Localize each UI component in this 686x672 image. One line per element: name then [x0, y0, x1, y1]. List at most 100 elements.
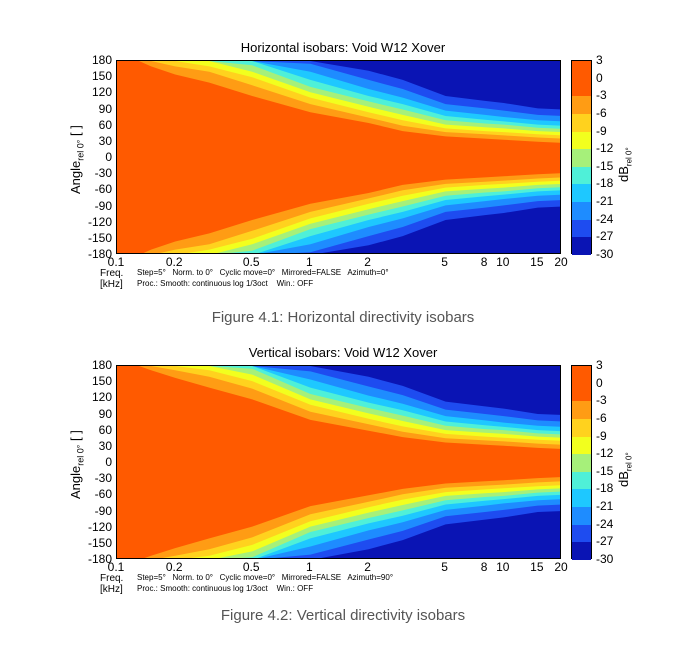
- colorbar-segment: [572, 436, 591, 455]
- colorbar: [571, 60, 592, 255]
- x-axis-label: Freq.: [100, 573, 124, 584]
- y-tick-label: 180: [91, 53, 112, 67]
- y-tick-label: 180: [91, 358, 112, 372]
- y-tick-label: -60: [94, 182, 112, 197]
- colorbar-tick-label: 3: [596, 53, 603, 67]
- x-tick-label: 1: [306, 560, 313, 574]
- level-band--27dB-lower: [321, 511, 560, 558]
- x-tick-label: 2: [364, 255, 371, 269]
- level-band--27dB-upper: [117, 61, 560, 110]
- colorbar-segment: [572, 96, 591, 114]
- colorbar-tick-label: -30: [596, 247, 614, 261]
- colorbar-tick-label: -12: [596, 141, 614, 156]
- x-axis-unit: [kHz]: [100, 584, 123, 595]
- chart-title: Vertical isobars: Void W12 Xover: [248, 345, 438, 360]
- chart-title: Horizontal isobars: Void W12 Xover: [240, 40, 446, 55]
- colorbar-label: dBrel 0°: [616, 147, 634, 182]
- colorbar-tick-label: -6: [596, 410, 607, 425]
- colorbar-tick-label: -3: [596, 393, 607, 408]
- x-tick-label: 0.5: [242, 255, 260, 269]
- x-tick-label: 0.5: [242, 560, 260, 574]
- x-tick-label: 0.1: [107, 255, 125, 269]
- y-tick-label: 90: [98, 101, 112, 116]
- y-tick-label: 120: [91, 390, 112, 405]
- isobar-plot: [116, 60, 561, 254]
- isobar-heatmap: [117, 366, 560, 558]
- vertical-isobars-figure: Vertical isobars: Void W12 Xover Anglere…: [0, 336, 686, 672]
- y-tick-label: 150: [91, 69, 112, 84]
- horizontal-isobars-figure: Horizontal isobars: Void W12 Xover Angle…: [68, 40, 634, 326]
- y-tick-label: 30: [98, 438, 112, 453]
- x-axis-label: Freq.: [100, 268, 124, 279]
- figure-caption: Figure 4.1: Horizontal directivity isoba…: [211, 309, 475, 326]
- x-tick-label: 0.1: [107, 560, 125, 574]
- y-tick-label: 0: [105, 150, 112, 164]
- x-tick-label: 0.2: [165, 560, 183, 574]
- x-tick-label: 20: [554, 255, 568, 269]
- colorbar-tick-label: -9: [596, 428, 607, 443]
- colorbar-tick-label: -27: [596, 534, 614, 549]
- colorbar: [571, 365, 592, 560]
- level-band--27dB-upper: [117, 366, 560, 415]
- y-tick-label: -90: [94, 503, 112, 518]
- y-tick-label: -30: [94, 166, 112, 181]
- figure-caption: Figure 4.2: Vertical directivity isobars: [220, 607, 466, 624]
- info-line-1: Step=5° Norm. to 0° Cyclic move=0° Mirro…: [137, 573, 394, 582]
- colorbar-tick-label: -3: [596, 88, 607, 103]
- y-tick-label: -30: [94, 471, 112, 486]
- x-tick-label: 8: [480, 255, 488, 269]
- y-tick-label: 90: [98, 406, 112, 421]
- colorbar-segment: [572, 131, 591, 150]
- colorbar-segment: [572, 524, 591, 543]
- colorbar-tick-label: -30: [596, 552, 614, 566]
- x-tick-label: 8: [480, 560, 488, 574]
- y-tick-label: -60: [94, 487, 112, 502]
- colorbar-segment: [572, 489, 591, 508]
- y-tick-label: 60: [98, 117, 112, 132]
- colorbar-tick-label: 0: [596, 70, 603, 85]
- colorbar-segment: [572, 366, 591, 402]
- colorbar-segment: [572, 184, 591, 203]
- colorbar-segment: [572, 237, 591, 255]
- colorbar-tick-label: -21: [596, 499, 614, 514]
- colorbar-tick-label: -9: [596, 123, 607, 138]
- x-tick-label: 0.2: [165, 255, 183, 269]
- x-tick-label: 2: [364, 560, 371, 574]
- info-line-2: Proc.: Smooth: continuous log 1/3oct Win…: [137, 584, 314, 593]
- colorbar-segment: [572, 202, 591, 220]
- isobar-plot: [116, 365, 561, 559]
- colorbar-segment: [572, 401, 591, 419]
- colorbar-segment: [572, 149, 591, 167]
- colorbar-tick-label: -24: [596, 211, 614, 226]
- x-tick-label: 10: [496, 255, 510, 269]
- colorbar-tick-label: -12: [596, 446, 614, 461]
- colorbar-segment: [572, 418, 591, 437]
- colorbar-segment: [572, 507, 591, 525]
- colorbar-segment: [572, 219, 591, 238]
- y-tick-label: -150: [87, 535, 112, 550]
- x-tick-label: 15: [530, 255, 544, 269]
- colorbar-segment: [572, 61, 591, 97]
- colorbar-tick-label: 3: [596, 358, 603, 372]
- y-tick-label: 30: [98, 133, 112, 148]
- isobar-heatmap: [117, 61, 560, 253]
- colorbar-tick-label: -21: [596, 194, 614, 209]
- colorbar-tick-label: -24: [596, 516, 614, 531]
- colorbar-tick-label: -15: [596, 463, 614, 478]
- x-tick-label: 15: [530, 560, 544, 574]
- y-tick-label: -120: [87, 519, 112, 534]
- colorbar-label: dBrel 0°: [616, 452, 634, 487]
- y-tick-label: 120: [91, 85, 112, 100]
- x-tick-label: 5: [441, 255, 448, 269]
- y-tick-label: -120: [87, 214, 112, 229]
- y-tick-label: -90: [94, 198, 112, 213]
- colorbar-segment: [572, 454, 591, 472]
- info-line-2: Proc.: Smooth: continuous log 1/3oct Win…: [137, 279, 314, 288]
- y-tick-label: 150: [91, 374, 112, 389]
- x-tick-label: 10: [496, 560, 510, 574]
- colorbar-segment: [572, 542, 591, 560]
- colorbar-tick-label: -18: [596, 481, 614, 496]
- y-tick-label: 0: [105, 455, 112, 469]
- x-tick-label: 5: [441, 560, 448, 574]
- level-band--27dB-lower: [322, 206, 560, 253]
